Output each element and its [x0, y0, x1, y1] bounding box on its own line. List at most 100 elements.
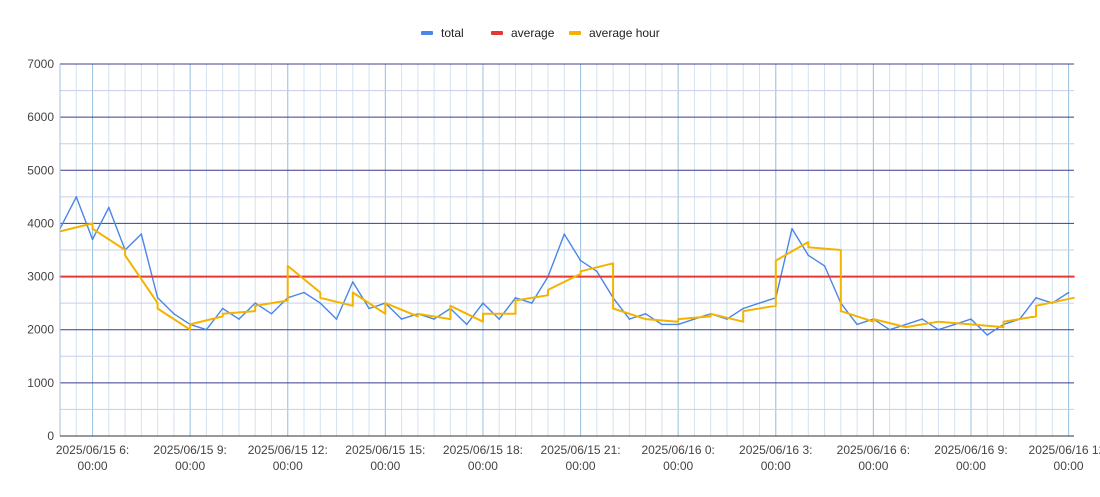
x-tick-label-line1: 2025/06/16 12: — [1029, 443, 1100, 457]
data-point — [840, 310, 842, 312]
x-tick-label: 2025/06/15 9: 00:00 — [153, 443, 226, 473]
data-point — [514, 299, 517, 302]
y-tick-label: 2000 — [27, 323, 54, 337]
data-point — [433, 318, 435, 320]
data-point — [384, 302, 387, 304]
x-tick-label-line1: 2025/06/16 3: — [739, 443, 812, 457]
data-point — [628, 318, 631, 320]
data-point — [742, 310, 745, 312]
series-average-hour — [59, 222, 1075, 331]
data-point — [286, 299, 289, 302]
x-tick-label-line1: 2025/06/16 0: — [641, 443, 714, 457]
data-point — [677, 320, 679, 323]
data-point — [140, 233, 143, 235]
x-tick-label-line2: 00:00 — [761, 459, 791, 473]
data-point — [335, 318, 338, 320]
data-point — [417, 312, 419, 315]
x-tick-label-line2: 00:00 — [663, 459, 693, 473]
data-point — [1035, 315, 1037, 318]
data-point — [807, 246, 810, 249]
data-point — [579, 273, 582, 275]
data-point — [514, 312, 517, 315]
data-point — [1073, 275, 1075, 278]
data-point — [238, 318, 240, 320]
data-point — [75, 196, 78, 198]
data-point — [1035, 305, 1037, 307]
data-point — [709, 315, 712, 318]
x-tick-label-line2: 00:00 — [175, 459, 205, 473]
data-point — [872, 318, 875, 320]
data-point — [205, 328, 208, 331]
legend-label: average hour — [589, 26, 660, 40]
data-point — [319, 302, 322, 304]
data-point — [124, 249, 126, 251]
legend-label: total — [441, 26, 464, 40]
data-point — [286, 265, 289, 267]
data-point — [547, 294, 549, 296]
x-tick-label-line1: 2025/06/15 6: — [56, 443, 129, 457]
legend-item-total: total — [421, 26, 464, 40]
x-tick-label: 2025/06/16 0: 00:00 — [641, 443, 714, 473]
x-tick-label-line2: 00:00 — [1054, 459, 1084, 473]
x-tick-label: 2025/06/16 6: 00:00 — [837, 443, 910, 473]
data-point — [254, 305, 257, 307]
x-tick-label-line2: 00:00 — [370, 459, 400, 473]
data-point — [970, 318, 972, 320]
data-point — [189, 323, 191, 326]
data-point — [449, 305, 452, 307]
data-point — [644, 312, 647, 315]
data-point — [970, 323, 972, 326]
data-point — [482, 320, 484, 323]
data-point — [368, 307, 370, 310]
data-point — [856, 323, 858, 326]
data-point — [352, 305, 354, 307]
data-point — [108, 206, 110, 209]
x-tick-label-line1: 2025/06/15 9: — [153, 443, 226, 457]
x-tick-label-line2: 00:00 — [468, 459, 498, 473]
data-point — [221, 315, 224, 318]
data-point — [677, 323, 679, 326]
legend-swatch — [491, 31, 503, 35]
data-point — [1002, 326, 1005, 328]
x-tick-label: 2025/06/15 18: 00:00 — [443, 443, 523, 473]
data-point — [91, 227, 94, 230]
y-tick-label: 1000 — [27, 376, 54, 390]
legend-swatch — [569, 31, 581, 35]
data-point — [677, 318, 679, 320]
data-point — [156, 297, 159, 299]
data-point — [417, 315, 419, 318]
legend-item-average: average — [491, 26, 555, 40]
data-point — [709, 312, 712, 315]
x-tick-label-line1: 2025/06/15 21: — [541, 443, 621, 457]
data-point — [319, 297, 322, 299]
legend-swatch — [421, 31, 433, 35]
data-point — [612, 262, 614, 265]
data-point — [742, 307, 745, 310]
data-point — [563, 233, 566, 235]
data-point — [579, 259, 582, 262]
x-tick-label-line2: 00:00 — [956, 459, 986, 473]
data-point — [91, 222, 94, 225]
data-point — [547, 289, 549, 291]
data-point — [482, 312, 484, 315]
data-point — [254, 302, 257, 304]
y-tick-label: 7000 — [27, 57, 54, 71]
data-point — [823, 265, 826, 267]
data-point — [905, 326, 907, 328]
x-tick-label-line1: 2025/06/15 18: — [443, 443, 523, 457]
data-point — [758, 302, 761, 304]
data-point — [872, 320, 875, 323]
data-point — [319, 291, 322, 294]
data-point — [807, 241, 810, 243]
data-point — [91, 238, 94, 241]
data-point — [986, 334, 989, 336]
data-point — [774, 305, 777, 307]
data-point — [270, 312, 273, 315]
data-point — [937, 320, 940, 323]
x-tick-label: 2025/06/15 21: 00:00 — [541, 443, 621, 473]
data-point — [1002, 320, 1005, 323]
data-point — [905, 323, 907, 326]
data-point — [514, 297, 517, 299]
x-tick-label-line1: 2025/06/16 9: — [934, 443, 1007, 457]
data-point — [124, 254, 126, 257]
